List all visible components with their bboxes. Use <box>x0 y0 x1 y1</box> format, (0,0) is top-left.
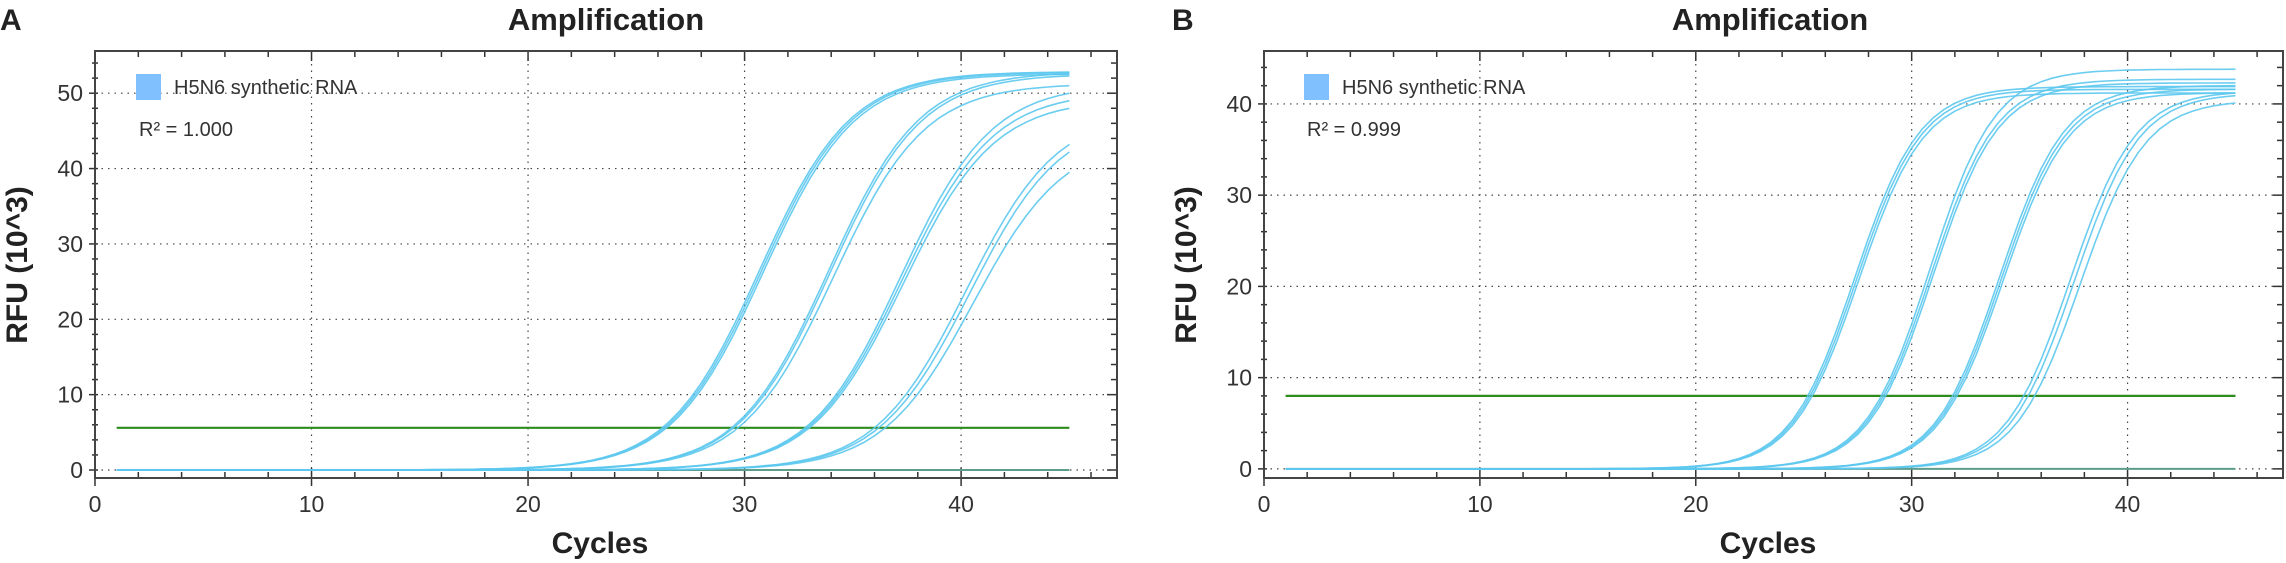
amplification-curve-a-11 <box>116 151 1070 471</box>
x-tick-label: 0 <box>1258 491 1271 517</box>
plot-frame <box>94 50 1118 479</box>
chart-title-a: Amplification <box>508 2 704 37</box>
amplification-curve-a-6 <box>116 84 1070 471</box>
r-squared-a: R² = 1.000 <box>139 119 233 141</box>
y-tick-label: 30 <box>1226 182 1252 208</box>
y-tick-label: 20 <box>57 306 83 332</box>
plot-frame <box>1263 50 2284 479</box>
amplification-curve-a-5 <box>116 75 1070 471</box>
x-tick-label: 20 <box>1683 491 1709 517</box>
amplification-curve-b-9 <box>1285 92 2236 470</box>
amplification-curve-b-12 <box>1285 102 2236 470</box>
y-tick-label: 40 <box>1226 91 1252 117</box>
y-tick-label: 20 <box>1226 273 1252 299</box>
amplification-curve-a-4 <box>116 72 1070 471</box>
y-axis-label-a: RFU (10^3) <box>1 186 34 344</box>
amplification-curve-b-5 <box>1285 78 2236 470</box>
y-tick-label: 50 <box>57 80 83 106</box>
amplification-curve-b-2 <box>1285 88 2236 470</box>
r-squared-b: R² = 0.999 <box>1307 119 1401 141</box>
amplification-curve-b-6 <box>1285 82 2236 470</box>
amplification-curve-b-8 <box>1285 88 2236 470</box>
panel-b: B Amplification Cycles RFU (10^3) 0 10 20 3… <box>1170 2 2284 560</box>
y-tick-label: 0 <box>70 457 83 483</box>
x-axis-label-b: Cycles <box>1720 527 1817 560</box>
plot-area-b: 0 10 20 30 40 0 10 20 30 40 <box>1226 50 2284 517</box>
plot-area-a: 0 10 20 30 40 0 10 20 30 40 50 <box>57 50 1118 517</box>
legend-label-b: H5N6 synthetic RNA <box>1342 77 1526 99</box>
amplification-curve-b-11 <box>1285 94 2236 470</box>
amplification-curve-a-3 <box>116 73 1070 471</box>
amplification-curve-b-3 <box>1285 92 2236 470</box>
x-tick-label: 40 <box>2115 491 2141 517</box>
legend-swatch-b <box>1304 74 1329 100</box>
amplification-curve-b-1 <box>1285 85 2236 470</box>
panel-label-a: A <box>0 4 22 37</box>
amplification-curve-b-4 <box>1285 68 2236 470</box>
y-tick-label: 10 <box>57 382 83 408</box>
amplification-curve-a-10 <box>116 143 1070 471</box>
x-tick-label: 30 <box>732 491 758 517</box>
panel-label-b: B <box>1172 4 1194 37</box>
legend-label-a: H5N6 synthetic RNA <box>174 77 358 99</box>
amplification-curve-b-7 <box>1285 84 2236 470</box>
amplification-curve-b-10 <box>1285 92 2236 470</box>
y-tick-label: 10 <box>1226 365 1252 391</box>
amplification-curve-a-2 <box>116 72 1070 471</box>
x-tick-label: 20 <box>515 491 541 517</box>
chart-title-b: Amplification <box>1672 2 1868 37</box>
x-axis-label-a: Cycles <box>552 527 649 560</box>
x-tick-label: 40 <box>948 491 974 517</box>
amplification-curve-a-12 <box>116 171 1070 471</box>
y-axis-label-b: RFU (10^3) <box>1170 186 1203 344</box>
x-tick-label: 10 <box>1467 491 1493 517</box>
x-tick-label: 10 <box>299 491 325 517</box>
y-tick-label: 40 <box>57 156 83 182</box>
amplification-curve-a-8 <box>116 99 1070 471</box>
amplification-curve-a-1 <box>116 71 1070 471</box>
y-tick-label: 30 <box>57 231 83 257</box>
amplification-curve-a-7 <box>116 92 1070 471</box>
legend-swatch-a <box>136 74 161 100</box>
x-tick-label: 0 <box>89 491 102 517</box>
y-tick-label: 0 <box>1239 456 1252 482</box>
amplification-curve-a-9 <box>116 107 1070 471</box>
panel-a: A Amplification Cycles RFU (10^3) 0 10 20 3… <box>0 2 1118 560</box>
x-tick-label: 30 <box>1899 491 1925 517</box>
